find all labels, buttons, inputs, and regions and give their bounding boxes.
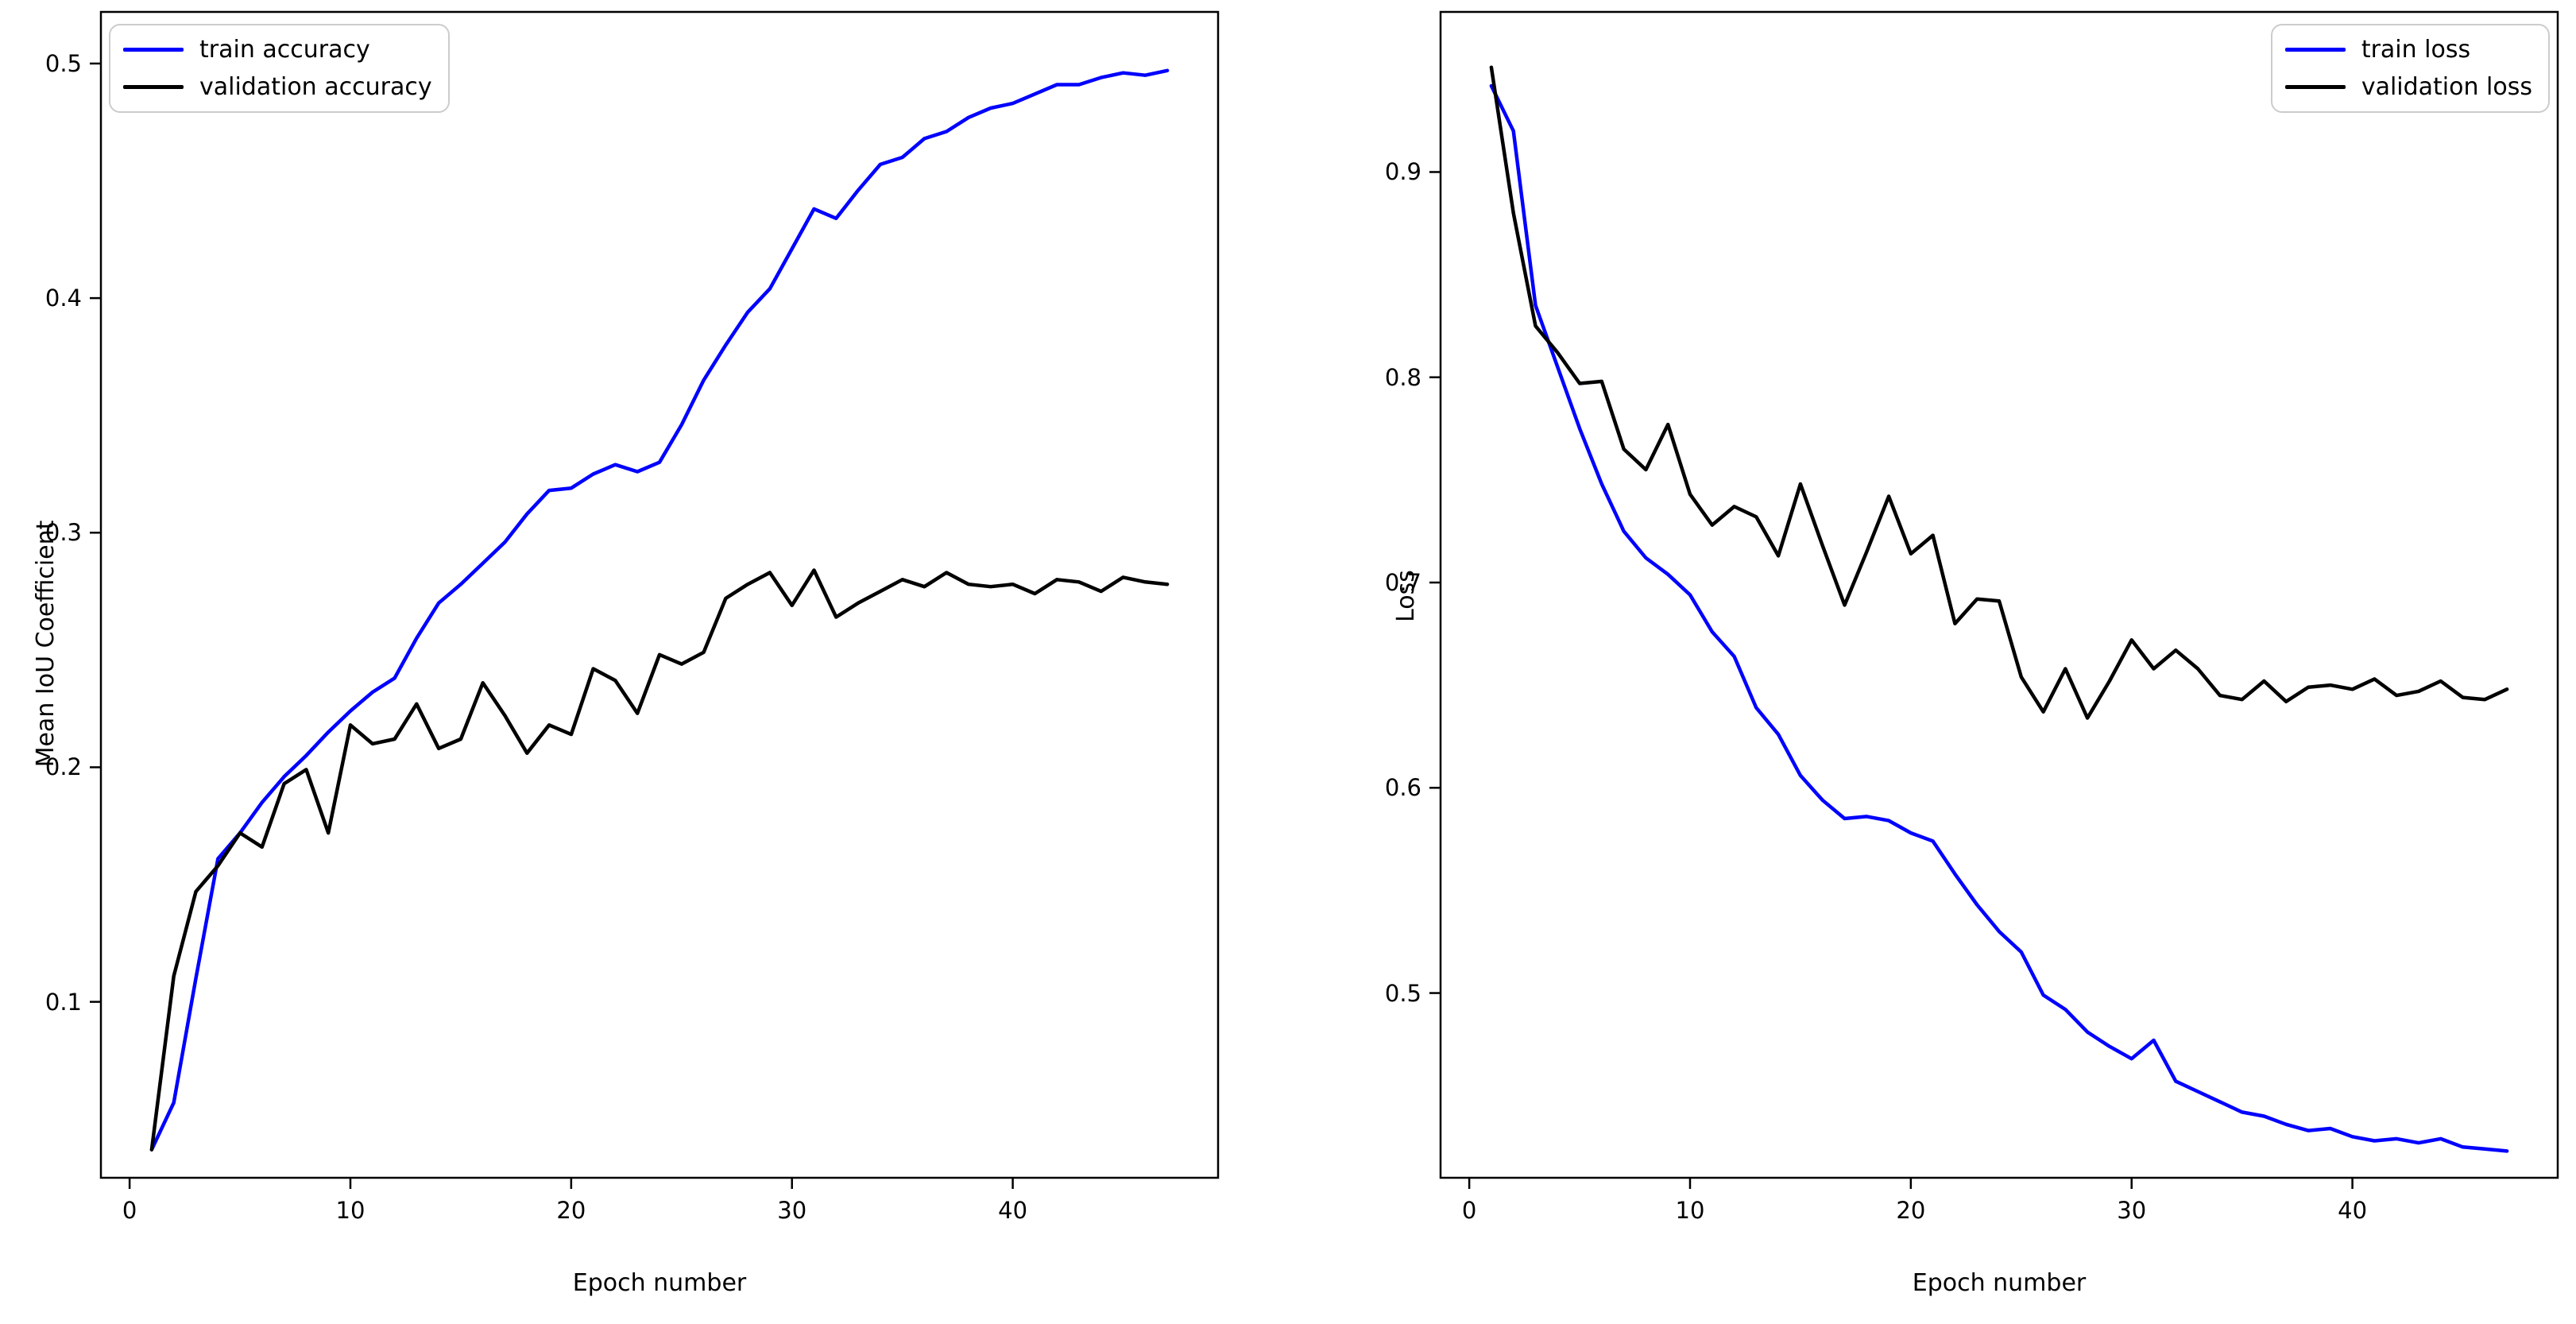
legend-label-train-loss: train loss <box>2361 36 2471 64</box>
accuracy-x-axis-label: Epoch number <box>572 1269 747 1297</box>
legend-label-validation-loss: validation loss <box>2361 73 2532 101</box>
train-accuracy-line-sample <box>123 48 184 52</box>
y-tick-label: 0.9 <box>1384 158 1421 186</box>
y-tick-label: 0.3 <box>44 519 82 547</box>
y-tick-label: 0.4 <box>44 285 82 312</box>
x-tick-label: 10 <box>1675 1197 1705 1224</box>
x-tick-label: 40 <box>2338 1197 2368 1224</box>
x-tick-label: 20 <box>1896 1197 1926 1224</box>
x-tick-label: 0 <box>1461 1197 1477 1224</box>
accuracy-plot-area <box>90 10 1220 1189</box>
legend-row: validation loss <box>2284 72 2532 102</box>
legend-row: train loss <box>2284 35 2532 64</box>
x-tick-label: 40 <box>998 1197 1028 1224</box>
y-tick-label: 0.2 <box>44 753 82 781</box>
accuracy-legend: train accuracy validation accuracy <box>109 24 450 113</box>
axes-spines <box>99 10 1220 1179</box>
y-tick-label: 0.7 <box>1384 569 1421 596</box>
x-tick-label: 0 <box>122 1197 137 1224</box>
y-tick-label: 0.5 <box>44 49 82 77</box>
legend-row: validation accuracy <box>123 72 432 102</box>
x-tick-label: 30 <box>777 1197 807 1224</box>
train-loss-line-sample <box>2284 48 2346 52</box>
loss-plot-area <box>1429 10 2559 1189</box>
validation-loss-line <box>1489 65 2509 720</box>
y-tick-label: 0.1 <box>44 988 82 1016</box>
train-accuracy-line <box>149 68 1170 1152</box>
loss-x-axis-label: Epoch number <box>1912 1269 2087 1297</box>
x-tick-label: 30 <box>2117 1197 2147 1224</box>
loss-legend: train loss validation loss <box>2270 24 2550 113</box>
legend-label-train-accuracy: train accuracy <box>199 36 370 64</box>
validation-accuracy-line <box>149 568 1170 1152</box>
y-tick-label: 0.6 <box>1384 774 1421 802</box>
y-tick-label: 0.8 <box>1384 363 1421 391</box>
x-tick-label: 10 <box>335 1197 366 1224</box>
train-loss-line <box>1489 83 2509 1153</box>
axes-spines <box>1439 10 2559 1179</box>
y-tick-label: 0.5 <box>1384 979 1421 1007</box>
legend-label-validation-accuracy: validation accuracy <box>199 73 432 101</box>
x-tick-label: 20 <box>556 1197 586 1224</box>
validation-loss-line-sample <box>2284 85 2346 89</box>
loss-y-axis-label: Loss <box>1392 570 1420 622</box>
legend-row: train accuracy <box>123 35 432 64</box>
validation-accuracy-line-sample <box>123 85 184 89</box>
